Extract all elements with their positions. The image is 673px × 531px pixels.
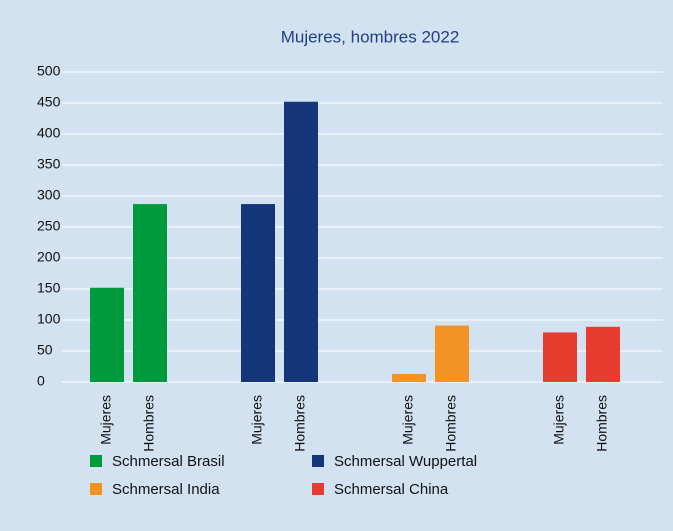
- bar: [241, 204, 275, 382]
- y-tick-label: 450: [37, 94, 61, 110]
- legend-label: Schmersal Wuppertal: [334, 453, 477, 470]
- x-tick-label: Hombres: [594, 395, 610, 452]
- legend-label: Schmersal China: [334, 481, 449, 498]
- y-tick-label: 150: [37, 280, 61, 296]
- legend-swatch: [90, 483, 102, 495]
- legend-swatch: [312, 483, 324, 495]
- y-tick-label: 350: [37, 156, 61, 172]
- y-tick-label: 250: [37, 218, 61, 234]
- legend-swatch: [312, 455, 324, 467]
- bar: [586, 326, 620, 382]
- chart-title: Mujeres, hombres 2022: [281, 27, 460, 46]
- x-tick-label: Hombres: [292, 395, 308, 452]
- y-tick-label: 200: [37, 249, 61, 265]
- legend-swatch: [90, 455, 102, 467]
- x-tick-label: Mujeres: [551, 395, 567, 445]
- legend-label: Schmersal India: [112, 481, 220, 498]
- y-tick-label: 300: [37, 187, 61, 203]
- y-tick-label: 0: [37, 373, 45, 389]
- y-tick-label: 400: [37, 125, 61, 141]
- y-tick-label: 500: [37, 63, 61, 79]
- y-tick-label: 100: [37, 311, 61, 327]
- legend-label: Schmersal Brasil: [112, 453, 225, 470]
- bar: [284, 101, 318, 382]
- y-tick-label: 50: [37, 342, 53, 358]
- bar: [435, 325, 469, 382]
- x-tick-label: Mujeres: [400, 395, 416, 445]
- bar: [543, 332, 577, 382]
- x-tick-label: Hombres: [141, 395, 157, 452]
- bar: [392, 373, 426, 382]
- x-tick-label: Mujeres: [249, 395, 265, 445]
- x-tick-label: Hombres: [443, 395, 459, 452]
- bar: [133, 204, 167, 382]
- x-tick-label: Mujeres: [98, 395, 114, 445]
- bar: [90, 287, 124, 382]
